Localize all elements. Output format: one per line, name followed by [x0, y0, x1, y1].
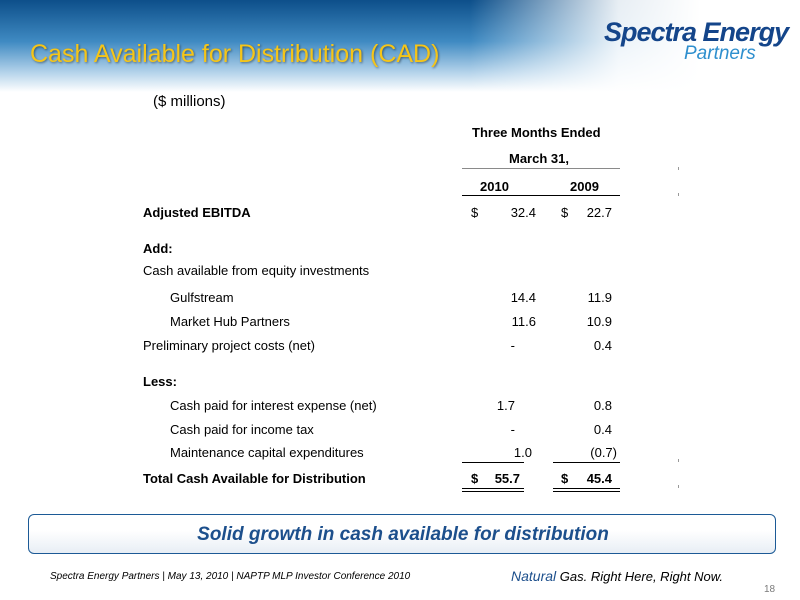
- value-2010: -: [510, 422, 515, 437]
- value-2009: 0.8: [593, 398, 612, 413]
- tagline-rest: Gas. Right Here, Right Now.: [556, 569, 724, 584]
- slide-title: Cash Available for Distribution (CAD): [30, 40, 440, 68]
- header-march-31: March 31,: [509, 151, 569, 166]
- tick-mark: [678, 193, 679, 196]
- tagline-natural: Natural: [511, 568, 557, 584]
- value-2010: 1.0: [513, 445, 532, 460]
- value-2009: 22.7: [586, 205, 612, 220]
- header-fade: [470, 0, 800, 92]
- logo-sub-text: Partners: [684, 43, 756, 64]
- callout-box: Solid growth in cash available for distr…: [28, 514, 776, 554]
- total-rule-2010-top: [462, 488, 524, 489]
- logo-main-text: Spectra Energy: [604, 17, 789, 47]
- value-2009: 10.9: [586, 314, 612, 329]
- row-label-maintenance-capex: Maintenance capital expenditures: [170, 445, 364, 460]
- row-label-total-cad: Total Cash Available for Distribution: [143, 471, 366, 486]
- row-label-adjusted-ebitda: Adjusted EBITDA: [143, 205, 251, 220]
- tick-mark: [678, 459, 679, 462]
- row-label-add: Add:: [143, 241, 173, 256]
- value-2010: -: [510, 338, 515, 353]
- value-2009: 0.4: [593, 338, 612, 353]
- value-2009: 0.4: [593, 422, 612, 437]
- total-rule-2010-bottom: [462, 491, 524, 492]
- row-label-income-tax: Cash paid for income tax: [170, 422, 314, 437]
- total-rule-2009-top: [553, 488, 620, 489]
- row-label-interest-expense: Cash paid for interest expense (net): [170, 398, 377, 413]
- value-2010: 32.4: [510, 205, 536, 220]
- total-rule-2009-bottom: [553, 491, 620, 492]
- value-2010: 14.4: [510, 290, 536, 305]
- row-label-preliminary-project-costs: Preliminary project costs (net): [143, 338, 315, 353]
- value-2009: (0.7): [590, 445, 617, 460]
- value-2010: 11.6: [511, 314, 536, 329]
- subtotal-rule-2010: [462, 462, 524, 463]
- row-label-equity-investments: Cash available from equity investments: [143, 263, 370, 278]
- subtotal-rule-2009: [553, 462, 620, 463]
- company-logo: Spectra Energy Partners: [600, 17, 790, 69]
- currency-symbol: $: [561, 471, 569, 486]
- row-label-market-hub-partners: Market Hub Partners: [170, 314, 290, 329]
- row-label-gulfstream: Gulfstream: [170, 290, 234, 305]
- currency-symbol: $: [471, 205, 479, 220]
- value-2010: 55.7: [494, 471, 520, 486]
- value-2009: 45.4: [586, 471, 612, 486]
- footer-tagline: Natural Gas. Right Here, Right Now.: [511, 568, 723, 584]
- currency-symbol: $: [471, 471, 479, 486]
- header-year-2010: 2010: [480, 179, 509, 194]
- tick-mark: [678, 167, 679, 170]
- year-rule: [462, 195, 620, 196]
- page-number: 18: [764, 584, 776, 595]
- header-year-2009: 2009: [570, 179, 599, 194]
- row-label-less: Less:: [143, 374, 177, 389]
- footer-event-info: Spectra Energy Partners | May 13, 2010 |…: [50, 571, 411, 582]
- units-note: ($ millions): [153, 93, 226, 110]
- value-2010: 1.7: [496, 398, 515, 413]
- value-2009: 11.9: [587, 290, 612, 305]
- callout-text: Solid growth in cash available for distr…: [197, 524, 609, 545]
- tick-mark: [678, 485, 679, 488]
- header-three-months: Three Months Ended: [472, 125, 601, 140]
- header-rule: [462, 168, 620, 169]
- currency-symbol: $: [561, 205, 569, 220]
